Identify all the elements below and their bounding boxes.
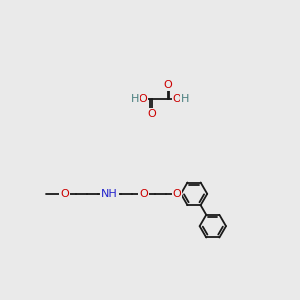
Text: H: H xyxy=(131,94,139,104)
Text: H: H xyxy=(181,94,190,104)
Text: O: O xyxy=(60,189,69,199)
Text: O: O xyxy=(139,189,148,199)
Text: O: O xyxy=(172,94,182,104)
Text: O: O xyxy=(139,94,147,104)
Text: O: O xyxy=(172,189,182,199)
Text: O: O xyxy=(148,109,157,119)
Text: NH: NH xyxy=(101,189,118,199)
Text: O: O xyxy=(163,80,172,89)
